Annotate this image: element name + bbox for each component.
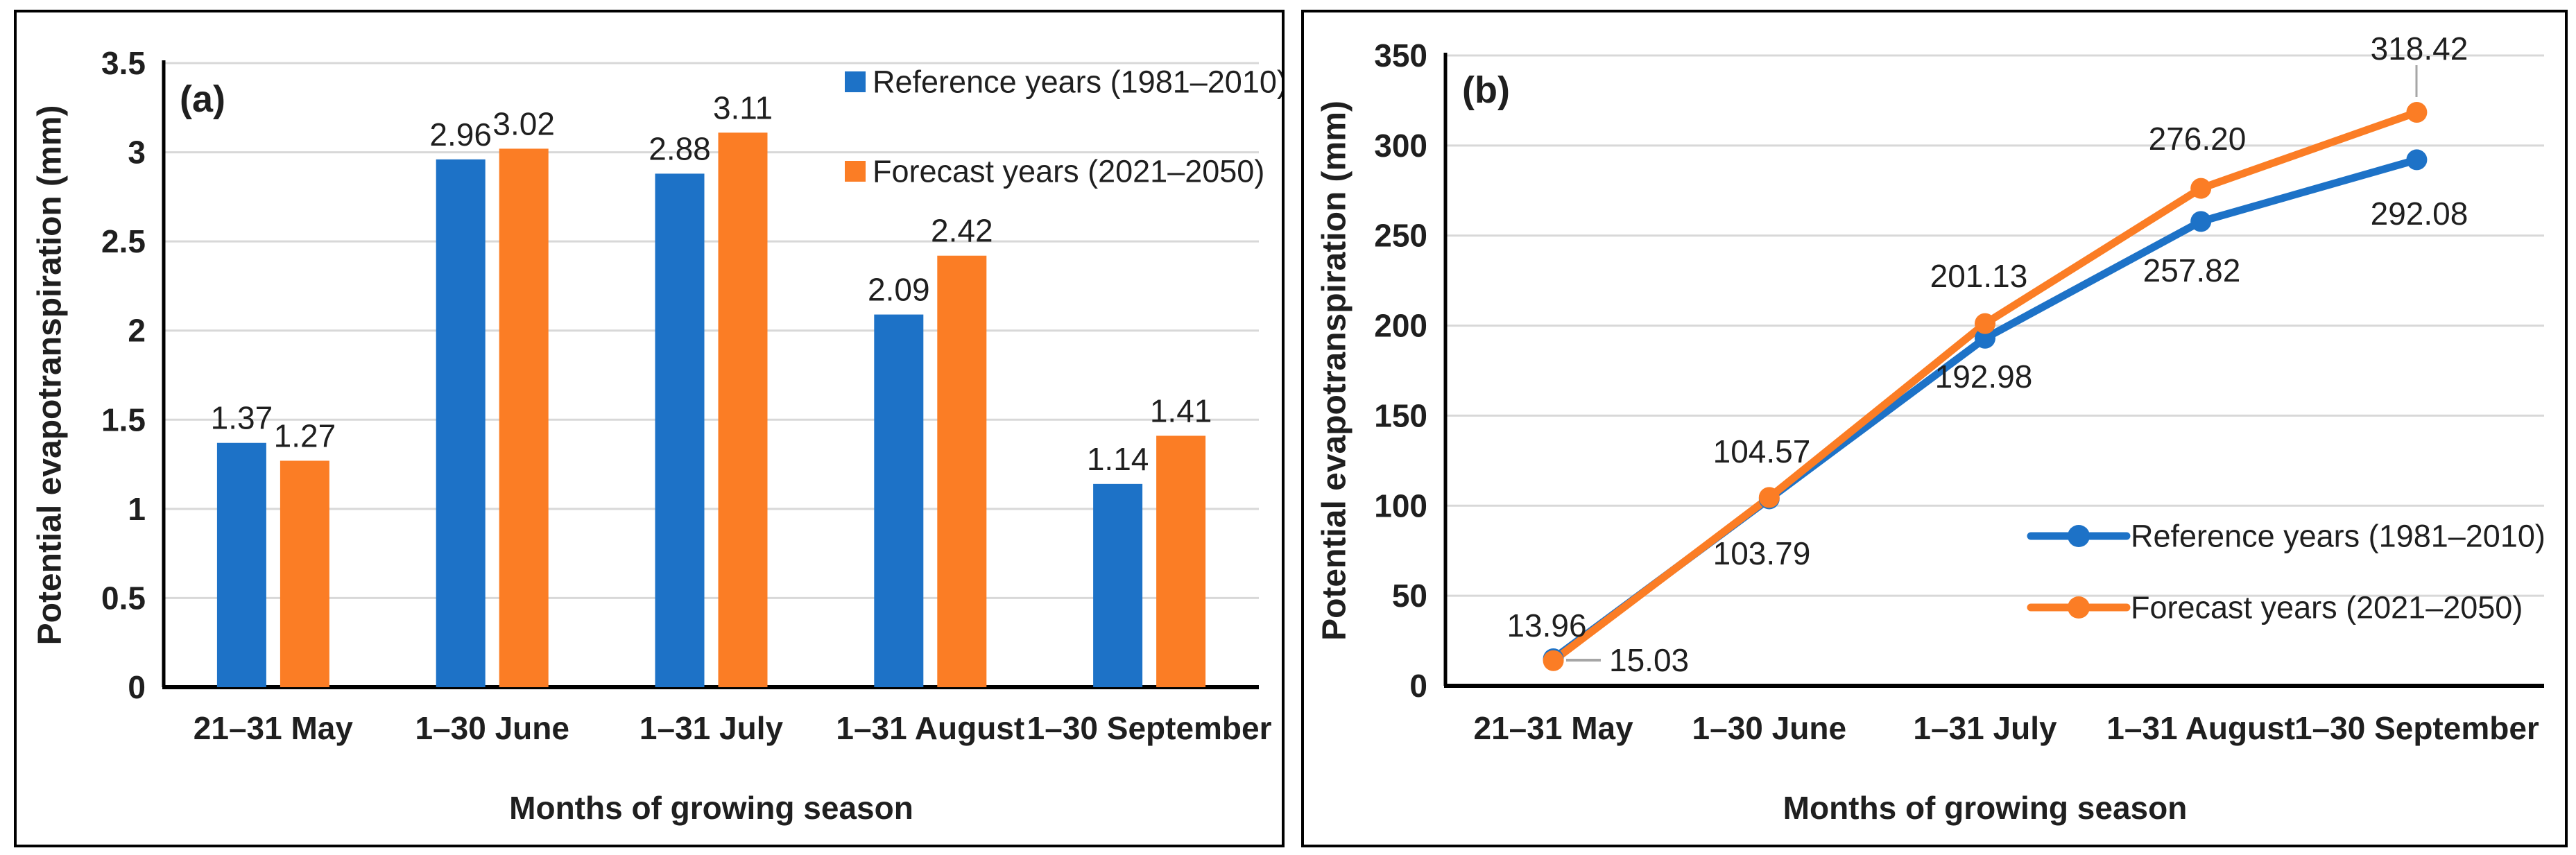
- y-tick-label: 2: [128, 313, 146, 349]
- y-tick-label: 1: [128, 491, 146, 527]
- x-category-label: 1–30 September: [2294, 710, 2539, 746]
- legend-swatch-reference: [845, 71, 866, 92]
- legend-swatch-forecast: [845, 161, 866, 182]
- y-tick-label: 100: [1374, 487, 1427, 524]
- x-category-label: 1–30 June: [415, 710, 569, 746]
- data-label: 15.03: [1609, 642, 1689, 678]
- data-label: 257.82: [2143, 252, 2241, 288]
- legend-swatch-marker-reference: [2068, 525, 2090, 547]
- y-tick-label: 2.5: [101, 223, 146, 259]
- marker-forecast: [1543, 650, 1564, 671]
- marker-forecast: [2190, 178, 2212, 199]
- bar-value-label: 3.02: [492, 105, 555, 141]
- data-label: 103.79: [1713, 535, 1811, 571]
- y-tick-label: 200: [1374, 308, 1427, 344]
- y-tick-label: 0.5: [101, 580, 146, 616]
- bar-value-label: 2.09: [868, 272, 930, 308]
- data-label: 104.57: [1713, 433, 1811, 469]
- x-category-label: 1–31 July: [639, 710, 784, 746]
- data-label: 201.13: [1930, 258, 2028, 294]
- y-tick-label: 1.5: [101, 401, 146, 438]
- marker-reference: [2190, 211, 2212, 232]
- x-axis-title: Months of growing season: [1783, 790, 2188, 826]
- x-category-label: 1–30 June: [1692, 710, 1846, 746]
- bar-forecast: [937, 255, 987, 687]
- bar-value-label: 1.14: [1087, 441, 1149, 477]
- y-tick-label: 0: [128, 669, 146, 705]
- bar-value-label: 1.27: [274, 417, 336, 454]
- data-label: 192.98: [1935, 359, 2033, 395]
- panel-a-bar-chart: 0 0.5 1 1.5 2 2.5 3 3.5 1.37 1.27 21–31 May 2.96 3.0…: [14, 10, 1285, 847]
- bar-reference: [655, 173, 705, 687]
- bar-reference: [436, 159, 486, 687]
- bar-value-label: 1.37: [211, 400, 273, 436]
- marker-reference: [2406, 149, 2428, 171]
- marker-forecast: [1758, 487, 1780, 508]
- data-label: 276.20: [2149, 121, 2247, 157]
- data-label: 318.42: [2371, 31, 2468, 67]
- y-tick-label: 250: [1374, 218, 1427, 254]
- y-tick-label: 350: [1374, 37, 1427, 74]
- panel-label-a: (a): [180, 78, 225, 120]
- bar-value-label: 3.11: [713, 89, 773, 126]
- bar-forecast: [280, 460, 329, 687]
- x-category-label: 21–31 May: [1474, 710, 1634, 746]
- x-category-label: 1–31 July: [1913, 710, 2057, 746]
- bar-value-label: 2.96: [429, 116, 492, 153]
- y-axis-title: Potential evapotranspiration (mm): [1316, 101, 1353, 641]
- bar-reference: [216, 442, 266, 687]
- bar-value-label: 2.42: [931, 213, 993, 249]
- y-tick-label: 300: [1374, 128, 1427, 164]
- bar-chart-canvas: 0 0.5 1 1.5 2 2.5 3 3.5 1.37 1.27 21–31 May 2.96 3.0…: [32, 45, 1282, 826]
- marker-forecast: [2406, 102, 2428, 123]
- y-tick-label: 0: [1409, 668, 1427, 704]
- data-label: 292.08: [2371, 196, 2468, 232]
- bar-reference: [1093, 483, 1143, 687]
- legend-label-forecast: Forecast years (2021–2050): [2131, 590, 2523, 625]
- legend-label-forecast: Forecast years (2021–2050): [873, 154, 1264, 189]
- legend-label-reference: Reference years (1981–2010): [873, 64, 1282, 100]
- bar-forecast: [499, 148, 549, 687]
- x-category-label: 1–31 August: [836, 710, 1024, 746]
- bar-value-label: 1.41: [1150, 392, 1212, 429]
- bar-value-label: 2.88: [649, 130, 711, 166]
- bar-forecast: [718, 132, 768, 688]
- y-tick-label: 3: [128, 135, 146, 171]
- x-category-label: 21–31 May: [194, 710, 354, 746]
- x-axis-title: Months of growing season: [509, 790, 913, 826]
- y-tick-label: 3.5: [101, 45, 146, 81]
- y-axis-title: Potential evapotranspiration (mm): [32, 105, 69, 646]
- bar-forecast: [1156, 435, 1206, 687]
- legend-swatch-marker-forecast: [2068, 596, 2090, 619]
- x-category-label: 1–30 September: [1027, 710, 1272, 746]
- y-tick-label: 150: [1374, 397, 1427, 433]
- legend-label-reference: Reference years (1981–2010): [2131, 519, 2545, 554]
- x-category-label: 1–31 August: [2106, 710, 2295, 746]
- panel-b-line-chart: 0 50 100 150 200 250 300 350 21–31 May 1–30 June 1…: [1301, 10, 2568, 847]
- marker-forecast: [1975, 313, 1995, 334]
- y-tick-label: 50: [1392, 578, 1427, 614]
- panel-label-b: (b): [1462, 69, 1510, 111]
- data-label: 13.96: [1506, 607, 1586, 644]
- marker-reference: [1975, 327, 1995, 349]
- bar-reference: [874, 314, 924, 688]
